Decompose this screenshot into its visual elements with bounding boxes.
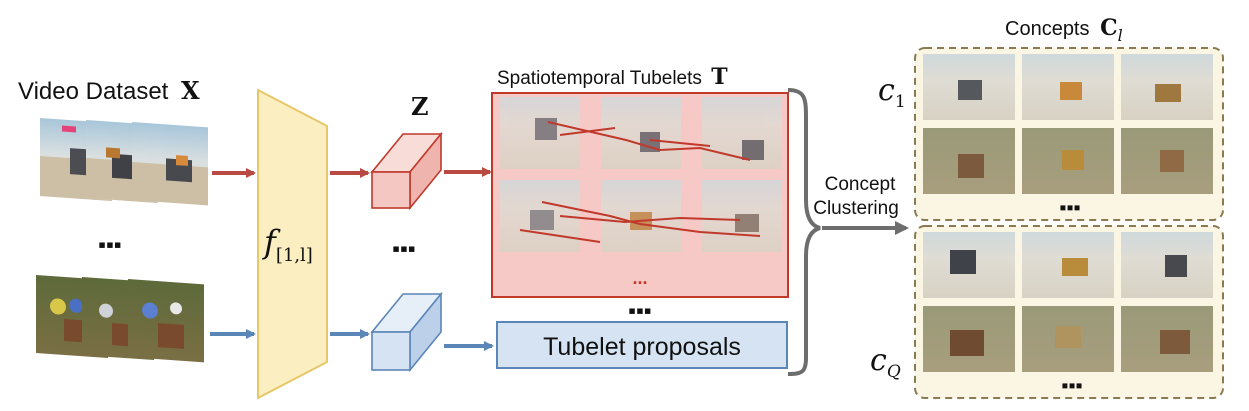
concept-group-q-frames [923,232,1213,372]
dataset-ellipsis: ▪▪▪ [98,232,121,257]
concept-group-1-ellipsis: ▪▪▪ [1059,197,1080,219]
concepts-title: Concepts Cl [1005,15,1123,45]
feature-cuboid-blue [370,291,443,373]
concept-label-last: cQ [870,343,901,382]
tubelet-proposals-box [496,321,788,369]
video-stack-desert [40,118,208,206]
video-stack-grass [36,275,204,363]
tubelet-frames [500,97,782,252]
features-symbol: Z [411,92,429,121]
concept-group-q-ellipsis: ▪▪▪ [1061,375,1082,397]
features-ellipsis: ▪▪▪ [392,236,415,261]
tubelet-tracks [519,121,761,243]
tubelets-ellipsis: ▪▪▪ [628,298,651,323]
concept-label-first: c1 [878,73,906,112]
feature-cuboid-red [370,131,443,211]
encoder-block [257,88,328,400]
clustering-label-line2: Clustering [813,198,899,219]
dataset-title: Video Dataset X [18,76,200,105]
grouping-brace [787,88,821,376]
tubelet-proposals-label: Tubelet proposals [543,333,741,361]
clustering-label-line1: Concept [825,174,896,195]
tubelets-more: ... [632,268,647,288]
concept-group-1-frames [923,54,1213,194]
tubelets-title: Spatiotemporal Tubelets T [497,64,728,90]
